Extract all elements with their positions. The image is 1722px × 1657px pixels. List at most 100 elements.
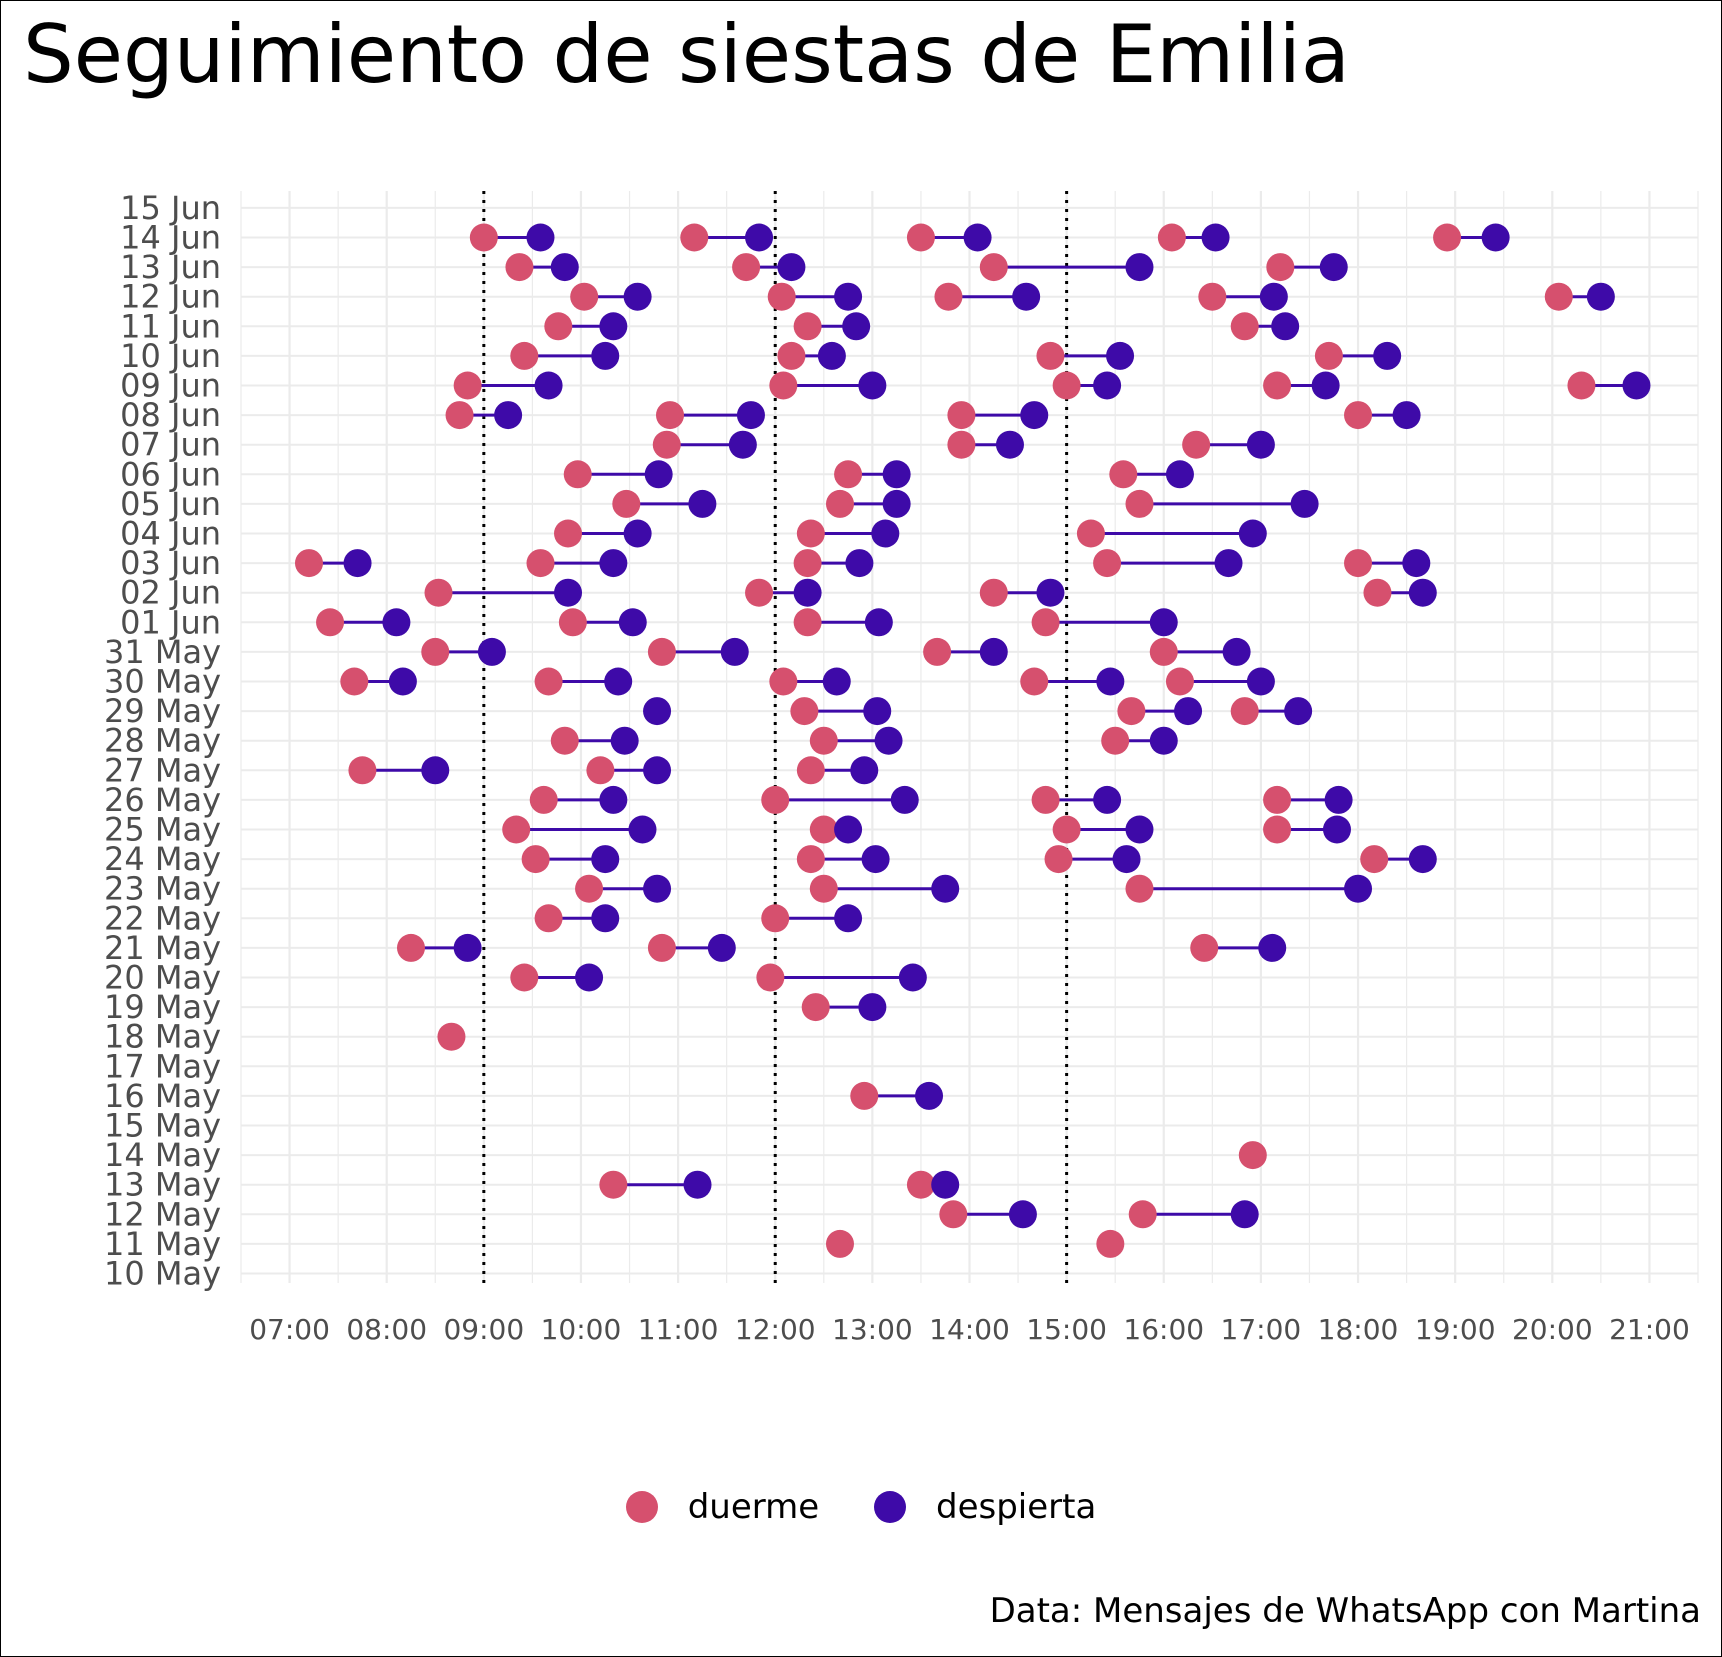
point-duerme [745, 578, 774, 607]
point-despierta [604, 667, 633, 696]
point-duerme [544, 312, 573, 341]
point-despierta [898, 963, 927, 992]
point-despierta [1322, 815, 1351, 844]
x-tick-label: 08:00 [346, 1313, 427, 1346]
point-duerme [1198, 282, 1227, 311]
point-despierta [834, 815, 863, 844]
point-duerme [1263, 815, 1292, 844]
point-despierta [1373, 341, 1402, 370]
point-despierta [623, 519, 652, 548]
point-despierta [1020, 401, 1049, 430]
point-duerme [502, 815, 531, 844]
point-duerme [1101, 726, 1130, 755]
point-duerme [558, 608, 587, 637]
point-despierta [834, 904, 863, 933]
point-despierta [1246, 430, 1275, 459]
point-duerme [599, 1170, 628, 1199]
point-despierta [861, 845, 890, 874]
y-tick-label: 08 Jun [120, 396, 221, 434]
point-duerme [939, 1200, 968, 1229]
x-tick-label: 11:00 [638, 1313, 719, 1346]
point-despierta [842, 312, 871, 341]
y-tick-label: 20 May [104, 959, 221, 997]
legend-swatch-despierta [873, 1491, 906, 1523]
y-tick-label: 16 May [104, 1077, 221, 1115]
x-tick-label: 10:00 [541, 1313, 622, 1346]
point-duerme [761, 904, 790, 933]
point-despierta [1093, 785, 1122, 814]
x-tick-label: 17:00 [1221, 1313, 1302, 1346]
point-despierta [931, 874, 960, 903]
point-despierta [720, 637, 749, 666]
y-tick-label: 05 Jun [120, 485, 221, 523]
point-duerme [1125, 874, 1154, 903]
y-tick-label: 09 Jun [120, 367, 221, 405]
point-duerme [777, 341, 806, 370]
point-despierta [890, 785, 919, 814]
point-duerme [647, 933, 676, 962]
point-duerme [1263, 785, 1292, 814]
point-duerme [793, 608, 822, 637]
grid-layer [240, 191, 1699, 1283]
y-tick-label: 18 May [104, 1018, 221, 1056]
point-despierta [1222, 637, 1251, 666]
point-duerme [1314, 341, 1343, 370]
point-duerme [1567, 371, 1596, 400]
point-duerme [526, 549, 555, 578]
point-despierta [599, 785, 628, 814]
y-tick-label: 02 Jun [120, 574, 221, 612]
y-tick-label: 12 May [104, 1195, 221, 1233]
legend-swatch-duerme [625, 1491, 658, 1523]
point-despierta [388, 667, 417, 696]
point-despierta [643, 874, 672, 903]
point-despierta [1214, 549, 1243, 578]
point-despierta [1238, 519, 1267, 548]
point-duerme [790, 697, 819, 726]
point-duerme [469, 223, 498, 252]
y-tick-label: 21 May [104, 929, 221, 967]
point-despierta [1096, 667, 1125, 696]
point-duerme [550, 726, 579, 755]
point-despierta [1112, 845, 1141, 874]
point-duerme [1344, 401, 1373, 430]
point-despierta [526, 223, 555, 252]
point-duerme [834, 460, 863, 489]
point-despierta [1481, 223, 1510, 252]
point-despierta [591, 341, 620, 370]
point-duerme [437, 1022, 466, 1051]
point-duerme [1036, 341, 1065, 370]
point-despierta [777, 253, 806, 282]
point-despierta [834, 282, 863, 311]
point-duerme [761, 785, 790, 814]
legend-item-despierta: despierta [873, 1487, 1096, 1527]
point-duerme [529, 785, 558, 814]
x-tick-label: 12:00 [735, 1313, 816, 1346]
y-tick-label: 13 Jun [120, 248, 221, 286]
point-despierta [1149, 726, 1178, 755]
point-despierta [882, 489, 911, 518]
point-despierta [995, 430, 1024, 459]
point-duerme [801, 993, 830, 1022]
point-despierta [643, 756, 672, 785]
point-despierta [644, 460, 673, 489]
point-despierta [494, 401, 523, 430]
point-duerme [424, 578, 453, 607]
point-despierta [688, 489, 717, 518]
y-tick-label: 24 May [104, 840, 221, 878]
point-duerme [1344, 549, 1373, 578]
point-duerme [934, 282, 963, 311]
y-tick-label: 23 May [104, 870, 221, 908]
point-despierta [707, 933, 736, 962]
point-despierta [1258, 933, 1287, 962]
y-tick-label: 11 Jun [120, 307, 221, 345]
point-duerme [1263, 371, 1292, 400]
point-despierta [1622, 371, 1651, 400]
legend-label-duerme: duerme [687, 1487, 820, 1527]
point-despierta [1324, 785, 1353, 814]
point-despierta [591, 845, 620, 874]
point-despierta [1271, 312, 1300, 341]
point-despierta [1344, 874, 1373, 903]
y-tick-label: 06 Jun [120, 455, 221, 493]
point-duerme [756, 963, 785, 992]
